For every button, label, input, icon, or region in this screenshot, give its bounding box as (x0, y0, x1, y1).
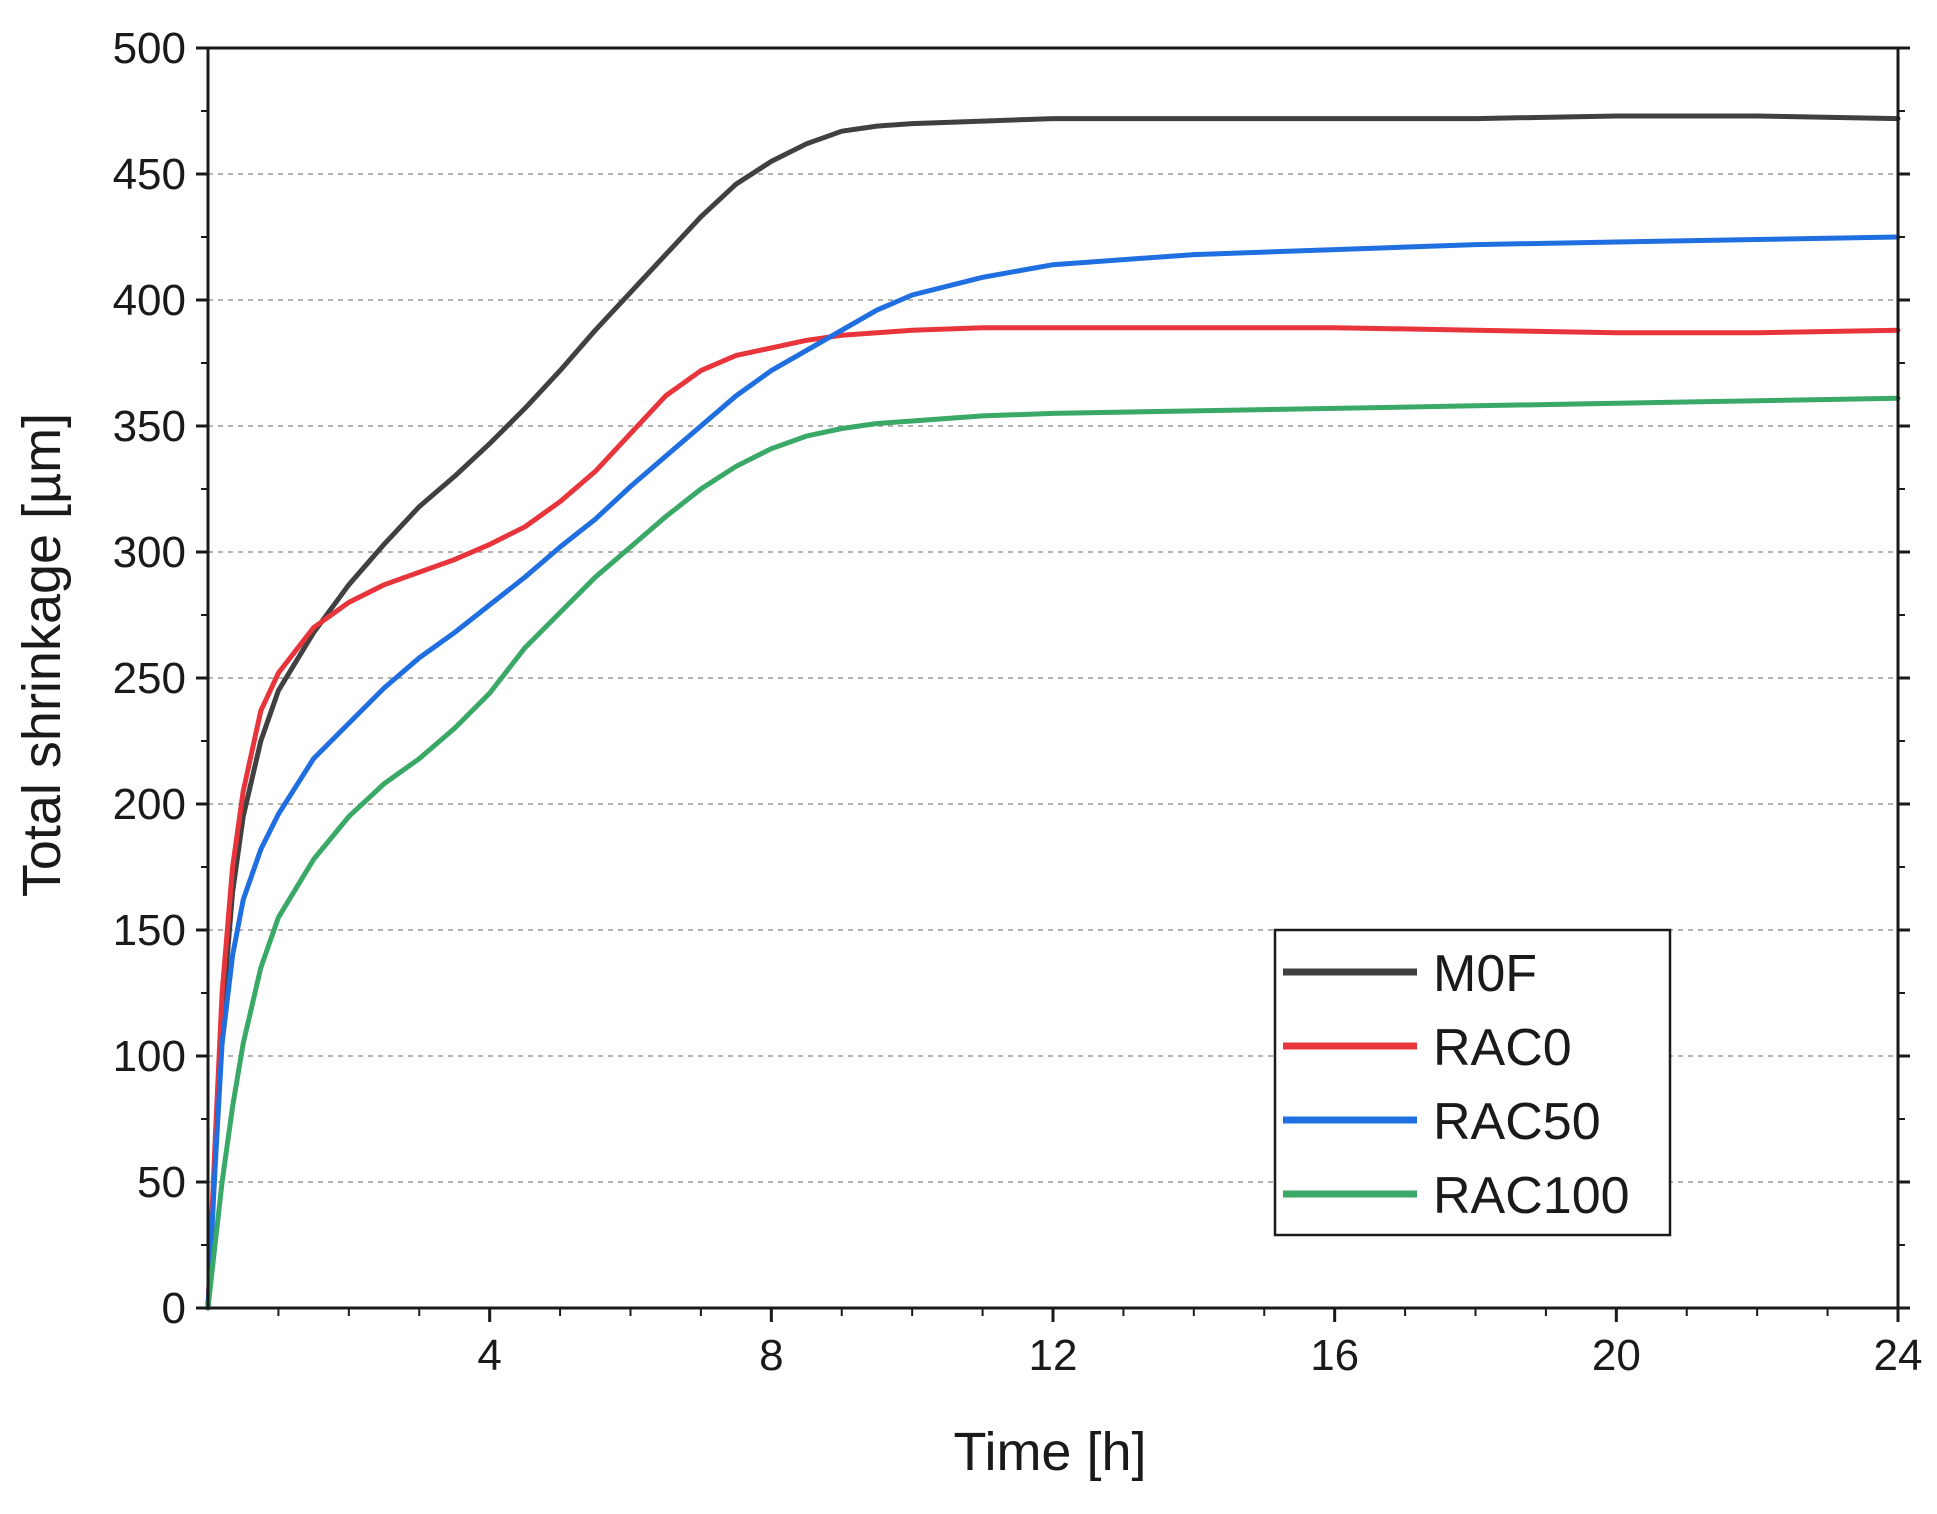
y-tick-label: 300 (113, 528, 186, 577)
series-line-rac0 (205, 325, 1901, 1311)
ticks-layer: 0 50 100 150 200 250 300 350 400 450 500 4 8 12 16 20 24 (113, 24, 1923, 1380)
y-tick-label: 350 (113, 402, 186, 451)
y-tick-label: 0 (162, 1284, 186, 1333)
y-tick-label: 100 (113, 1032, 186, 1081)
series-line-m0f (205, 113, 1901, 1311)
x-tick-label: 4 (477, 1331, 501, 1380)
x-tick-label: 12 (1029, 1331, 1078, 1380)
y-tick-label: 450 (113, 150, 186, 199)
legend-label-rac0: RAC0 (1433, 1019, 1572, 1077)
y-tick-label: 200 (113, 780, 186, 829)
series-line-rac50 (205, 234, 1901, 1311)
series-layer (205, 113, 1901, 1311)
legend-label-m0f: M0F (1433, 945, 1537, 1003)
y-tick-label: 250 (113, 654, 186, 703)
y-tick-label: 500 (113, 24, 186, 73)
legend-label-rac100: RAC100 (1433, 1167, 1630, 1225)
x-tick-label: 20 (1592, 1331, 1641, 1380)
y-tick-label: 150 (113, 906, 186, 955)
series-line-rac100 (205, 395, 1901, 1311)
legend-box (1273, 928, 1672, 1237)
x-axis-title: Time [h] (953, 1422, 1146, 1482)
y-axis-title: Total shrinkage [µm] (12, 413, 72, 897)
y-tick-label: 400 (113, 276, 186, 325)
x-tick-label: 16 (1310, 1331, 1359, 1380)
y-tick-label: 50 (137, 1158, 186, 1207)
x-tick-label: 24 (1874, 1331, 1923, 1380)
legend-label-rac50: RAC50 (1433, 1093, 1601, 1151)
x-tick-label: 8 (759, 1331, 783, 1380)
legend: M0F RAC0 RAC50 RAC100 (1273, 928, 1672, 1237)
grid-layer (208, 173, 1898, 1183)
